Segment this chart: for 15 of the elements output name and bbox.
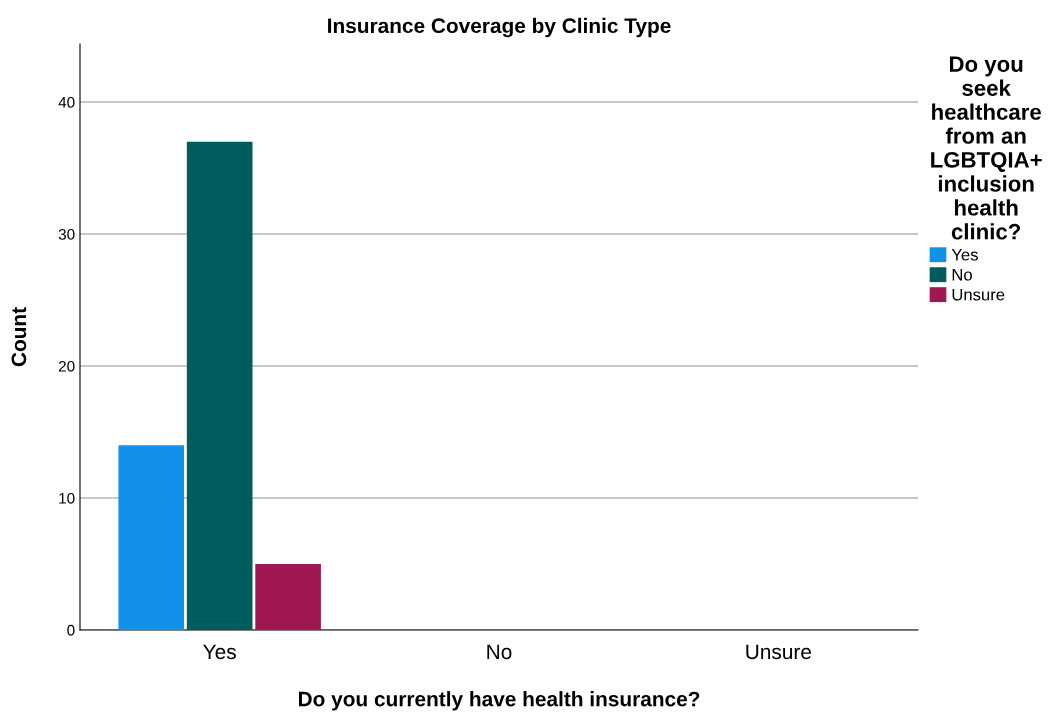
x-tick-label: Unsure xyxy=(746,644,811,660)
y-tick-label: 10 xyxy=(59,492,75,504)
x-tick-label: No xyxy=(487,644,512,660)
legend-label: Unsure xyxy=(952,288,1005,301)
y-tick-label: 0 xyxy=(67,624,75,636)
x-axis-title: Do you currently have health insurance? xyxy=(298,691,700,711)
legend-title: Do you seek healthcare from an LGBTQIA+ inclusion health clinic? xyxy=(931,56,1042,240)
y-axis-title: Count xyxy=(11,307,27,367)
legend-label: No xyxy=(952,268,972,281)
y-tick-label: 30 xyxy=(58,228,75,240)
chart-title: Insurance Coverage by Clinic Type xyxy=(328,17,671,38)
legend-label: Yes xyxy=(951,248,978,261)
x-tick-label: Yes xyxy=(203,644,236,660)
y-tick-label: 20 xyxy=(58,360,75,372)
y-tick-label: 40 xyxy=(58,96,75,108)
